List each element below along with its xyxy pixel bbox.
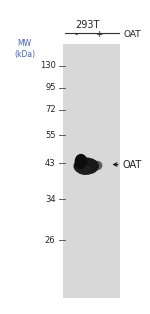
Text: OAT: OAT <box>124 30 141 39</box>
Text: OAT: OAT <box>123 160 142 170</box>
Text: 43: 43 <box>45 159 56 168</box>
Ellipse shape <box>93 161 102 170</box>
Text: 26: 26 <box>45 236 56 245</box>
Text: 130: 130 <box>40 62 56 70</box>
Ellipse shape <box>74 158 99 175</box>
Text: MW
(kDa): MW (kDa) <box>14 39 35 59</box>
Text: -: - <box>74 30 77 39</box>
Text: 72: 72 <box>45 106 56 114</box>
Ellipse shape <box>77 165 92 175</box>
Text: 55: 55 <box>45 131 56 139</box>
Text: 95: 95 <box>45 84 56 92</box>
Text: 293T: 293T <box>76 20 100 30</box>
Bar <box>63 44 120 298</box>
Text: 34: 34 <box>45 195 56 204</box>
Ellipse shape <box>75 154 87 169</box>
Text: +: + <box>95 30 103 39</box>
